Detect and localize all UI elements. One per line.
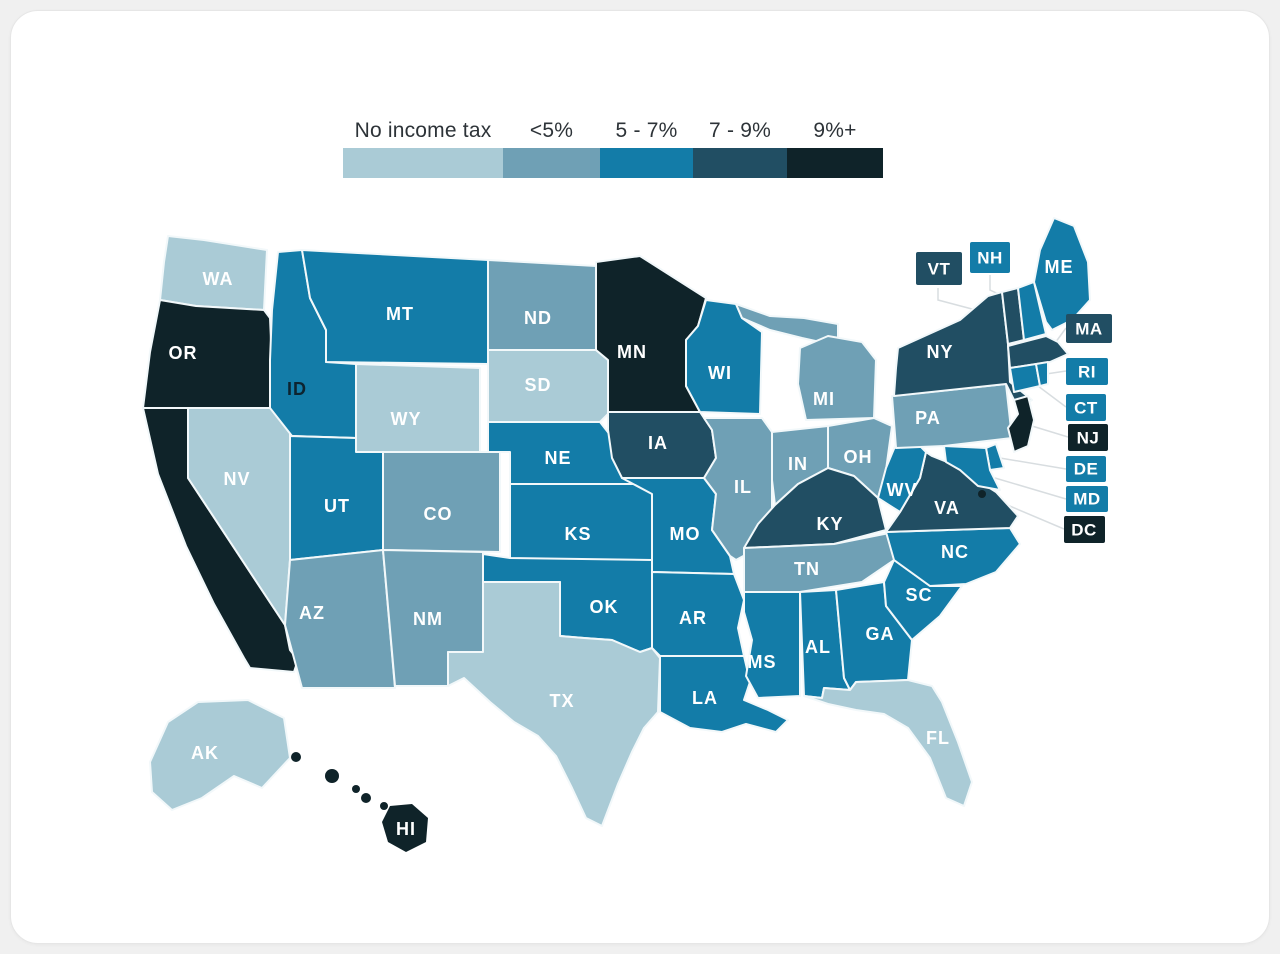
state-ak	[149, 699, 291, 811]
state-wy	[355, 363, 481, 453]
state-me	[1033, 217, 1091, 331]
state-wi	[685, 299, 763, 415]
legend-label-lt5: <5%	[529, 119, 574, 142]
state-co	[382, 451, 501, 553]
state-md	[943, 445, 1001, 491]
state-fl	[803, 679, 973, 807]
legend-swatch-no-income-tax	[343, 148, 503, 178]
state-mt	[301, 249, 489, 365]
legend-labels: No income tax <5% 5 - 7% 7 - 9% 9%+	[343, 118, 883, 144]
legend-label-5-7: 5 - 7%	[615, 119, 678, 142]
legend-label-9plus: 9%+	[813, 119, 857, 142]
state-wa	[159, 235, 268, 311]
legend-label-7-9: 7 - 9%	[709, 119, 771, 142]
badge-nh	[970, 242, 1010, 273]
legend-swatch-9plus	[787, 148, 883, 178]
badge-dc	[1064, 516, 1105, 543]
state-ky	[743, 467, 887, 549]
state-az	[284, 549, 396, 689]
state-ri	[1035, 361, 1049, 387]
badge-md	[1066, 486, 1108, 512]
legend-swatch-5-7	[600, 148, 693, 178]
legend: No income tax <5% 5 - 7% 7 - 9% 9%+	[343, 118, 883, 178]
state-ar	[651, 571, 745, 657]
state-ct	[1009, 363, 1041, 393]
legend-color-bar	[343, 148, 883, 178]
state-ia	[607, 411, 717, 479]
state-nd	[487, 259, 597, 351]
badge-ma	[1066, 314, 1112, 343]
state-hi	[291, 752, 428, 852]
state-nj	[1007, 395, 1035, 453]
states-layer	[142, 217, 1091, 852]
state-sd	[487, 349, 609, 423]
badge-ct	[1066, 394, 1106, 421]
state-or	[142, 299, 275, 409]
state-tx	[447, 581, 661, 827]
badge-nj	[1068, 424, 1108, 451]
legend-label-no-income-tax: No income tax	[354, 119, 492, 142]
state-mi	[797, 335, 877, 421]
state-ut	[289, 435, 384, 561]
badge-vt	[916, 252, 962, 285]
state-ms	[743, 591, 801, 699]
badge-ri	[1066, 358, 1108, 385]
state-nh	[1017, 281, 1047, 341]
state-nc	[885, 527, 1021, 587]
badge-de	[1066, 456, 1106, 482]
legend-swatch-7-9	[693, 148, 787, 178]
state-dc	[978, 490, 986, 498]
legend-swatch-lt5	[503, 148, 600, 178]
state-ks	[509, 483, 653, 561]
